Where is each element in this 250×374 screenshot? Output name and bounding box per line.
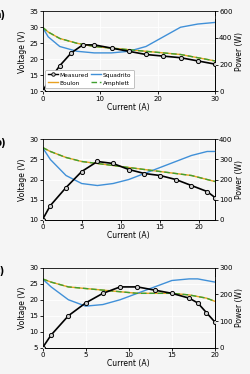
X-axis label: Current (A): Current (A) <box>108 359 150 368</box>
Text: b): b) <box>0 138 6 148</box>
Y-axis label: Voltage (V): Voltage (V) <box>18 30 26 73</box>
X-axis label: Current (A): Current (A) <box>108 103 150 112</box>
Y-axis label: Voltage (V): Voltage (V) <box>18 158 26 201</box>
Text: a): a) <box>0 10 5 19</box>
Y-axis label: Voltage (V): Voltage (V) <box>18 286 26 329</box>
Legend: Measured, Boulon, Squadrito, Amphlett: Measured, Boulon, Squadrito, Amphlett <box>46 70 134 88</box>
X-axis label: Current (A): Current (A) <box>108 231 150 240</box>
Y-axis label: Power (W): Power (W) <box>236 32 244 71</box>
Y-axis label: Power (W): Power (W) <box>236 160 244 199</box>
Y-axis label: Power (W): Power (W) <box>236 288 244 327</box>
Text: c): c) <box>0 266 4 276</box>
